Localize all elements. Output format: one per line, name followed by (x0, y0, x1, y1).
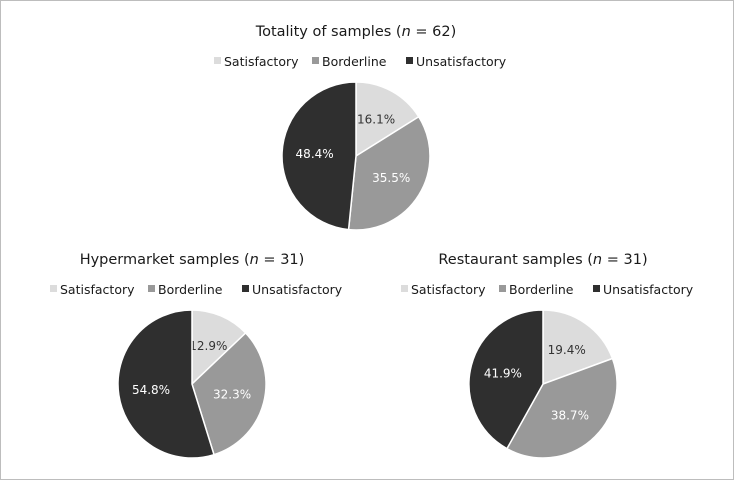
legend-label: Borderline (158, 282, 223, 297)
sample-size-value: = 31) (602, 252, 647, 268)
legend-swatch (148, 285, 155, 292)
pie-slice-satisfactory (542, 309, 614, 386)
legend-label: Borderline (322, 54, 387, 69)
pie-chart-hypermarket: Hypermarket samples (n = 31) Satisfactory… (50, 252, 343, 459)
pie-slice-unsatisfactory (281, 81, 357, 231)
legend-swatch (499, 285, 506, 292)
slice-value-label: 12.9% (189, 339, 227, 353)
slice-value-label: 48.4% (296, 147, 334, 161)
legend-swatch (312, 57, 319, 64)
chart-title: Totality of samples (n = 62) (255, 24, 457, 40)
slice-value-label: 16.1% (357, 113, 395, 127)
chart-title: Restaurant samples (n = 31) (438, 252, 647, 268)
slice-value-label: 41.9% (484, 367, 522, 381)
sample-size-variable: n (250, 252, 259, 268)
legend-item-borderline: Borderline (312, 54, 387, 69)
pie-slice-satisfactory (191, 309, 247, 386)
legend-swatch (593, 285, 600, 292)
legend-item-borderline: Borderline (148, 282, 223, 297)
sample-size-value: = 62) (411, 24, 456, 40)
legend-swatch (214, 57, 221, 64)
sample-size-prefix: ( (583, 252, 593, 268)
legend-label: Unsatisfactory (603, 282, 694, 297)
legend-item-satisfactory: Satisfactory (214, 54, 299, 69)
legend-item-satisfactory: Satisfactory (50, 282, 135, 297)
chart-title-text: Restaurant samples (438, 252, 582, 268)
pie-slice-borderline (347, 115, 431, 231)
sample-size-prefix: ( (391, 24, 401, 40)
sample-size-value: = 31) (259, 252, 304, 268)
slice-value-label: 54.8% (132, 383, 170, 397)
pie-chart-restaurant: Restaurant samples (n = 31) Satisfactory B… (401, 252, 694, 459)
sample-size-variable: n (402, 24, 411, 40)
legend-label: Unsatisfactory (416, 54, 507, 69)
legend-label: Satisfactory (224, 54, 299, 69)
legend-label: Borderline (509, 282, 574, 297)
slice-value-label: 32.3% (213, 387, 251, 401)
pie-slice-unsatisfactory (468, 309, 544, 450)
sample-size-variable: n (593, 252, 602, 268)
legend-item-unsatisfactory: Unsatisfactory (406, 54, 507, 69)
chart-legend: Satisfactory Borderline Unsatisfactory (401, 282, 694, 297)
slice-value-label: 35.5% (372, 171, 410, 185)
chart-legend: Satisfactory Borderline Unsatisfactory (50, 282, 343, 297)
pie-slice-borderline (505, 357, 618, 459)
legend-label: Satisfactory (411, 282, 486, 297)
sample-size-prefix: ( (239, 252, 249, 268)
chart-title-text: Totality of samples (255, 24, 392, 40)
legend-swatch (401, 285, 408, 292)
legend-label: Satisfactory (60, 282, 135, 297)
pie-chart-totality: Totality of samples (n = 62) Satisfactory… (214, 24, 507, 231)
slice-value-label: 19.4% (548, 343, 586, 357)
legend-label: Unsatisfactory (252, 282, 343, 297)
chart-title: Hypermarket samples (n = 31) (80, 252, 305, 268)
pie-slice-borderline (191, 331, 267, 456)
legend-item-satisfactory: Satisfactory (401, 282, 486, 297)
legend-item-unsatisfactory: Unsatisfactory (593, 282, 694, 297)
chart-legend: Satisfactory Borderline Unsatisfactory (214, 54, 507, 69)
legend-swatch (50, 285, 57, 292)
legend-swatch (242, 285, 249, 292)
legend-swatch (406, 57, 413, 64)
pie-slice-satisfactory (355, 81, 420, 158)
slice-value-label: 38.7% (551, 409, 589, 423)
legend-item-borderline: Borderline (499, 282, 574, 297)
legend-item-unsatisfactory: Unsatisfactory (242, 282, 343, 297)
chart-title-text: Hypermarket samples (80, 252, 240, 268)
pie-slice-unsatisfactory (117, 309, 215, 459)
